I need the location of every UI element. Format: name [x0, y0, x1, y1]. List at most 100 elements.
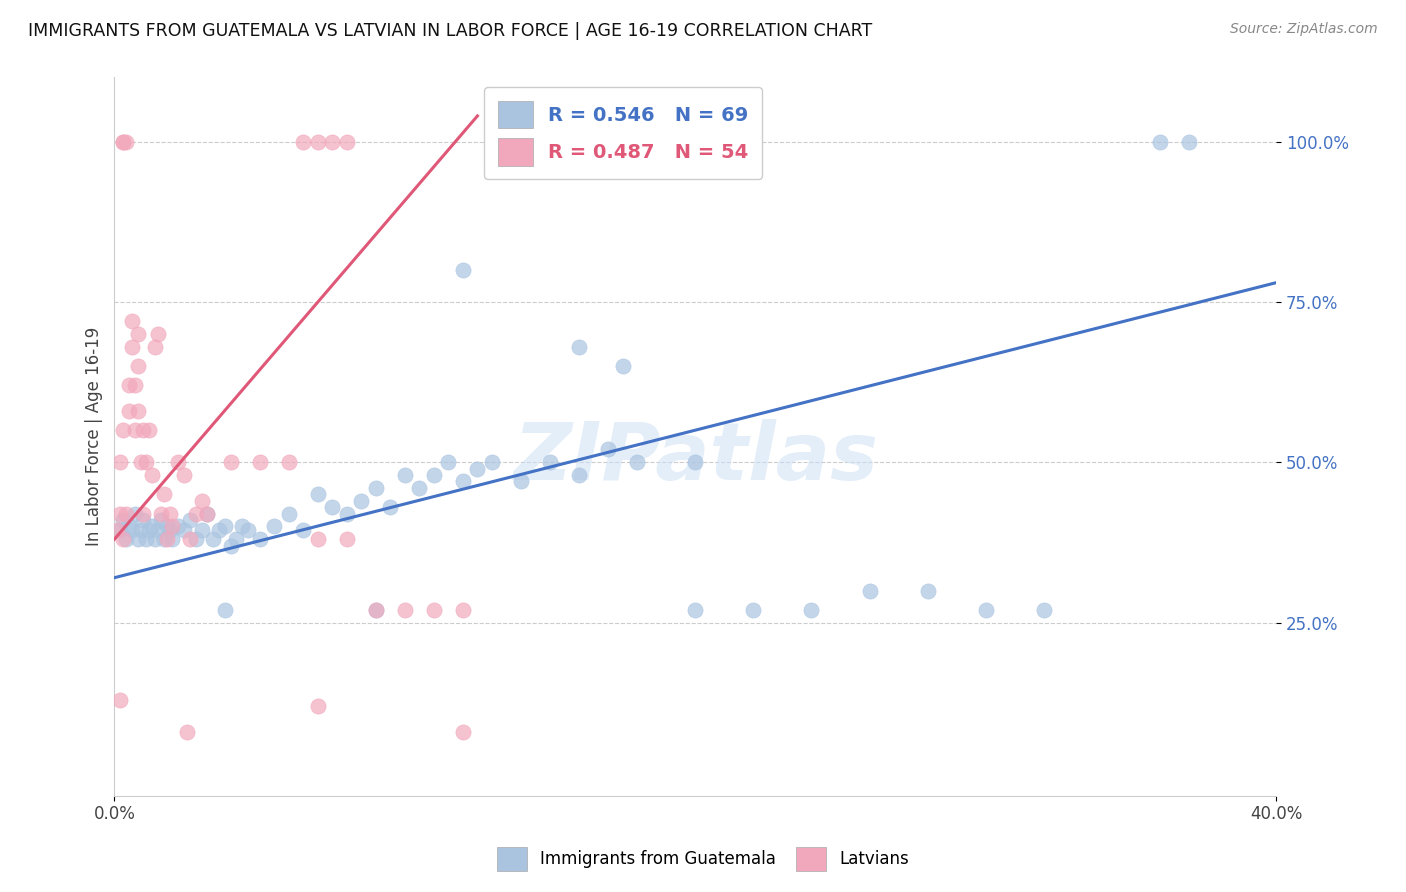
Point: [152, 487, 174, 501]
Point: [127, 533, 149, 547]
Point: [141, 468, 163, 483]
Point: [336, 533, 359, 547]
Point: [105, 523, 128, 537]
Point: [162, 533, 184, 547]
Point: [112, 135, 135, 149]
Point: [149, 507, 172, 521]
Point: [451, 475, 474, 489]
Point: [110, 692, 132, 706]
Point: [115, 135, 138, 149]
Point: [141, 519, 163, 533]
Point: [917, 583, 939, 598]
Point: [156, 519, 179, 533]
Point: [115, 507, 138, 521]
Point: [380, 500, 402, 515]
Point: [292, 135, 315, 149]
Point: [364, 603, 387, 617]
Point: [408, 481, 430, 495]
Point: [307, 135, 329, 149]
Point: [394, 603, 416, 617]
Point: [138, 523, 160, 537]
Point: [568, 340, 591, 354]
Point: [364, 603, 387, 617]
Point: [149, 513, 172, 527]
Point: [135, 533, 157, 547]
Point: [598, 442, 620, 457]
Point: [138, 423, 160, 437]
Point: [190, 523, 212, 537]
Point: [184, 533, 207, 547]
Point: [132, 423, 155, 437]
Point: [143, 340, 166, 354]
Point: [683, 455, 706, 469]
Point: [127, 326, 149, 341]
Point: [135, 455, 157, 469]
Point: [683, 603, 706, 617]
Point: [277, 455, 299, 469]
Point: [219, 455, 242, 469]
Point: [336, 507, 359, 521]
Point: [423, 468, 446, 483]
Point: [394, 468, 416, 483]
Point: [121, 340, 143, 354]
Point: [800, 603, 823, 617]
Point: [173, 523, 195, 537]
Point: [208, 523, 231, 537]
Point: [451, 263, 474, 277]
Point: [437, 455, 460, 469]
Point: [110, 507, 132, 521]
Point: [225, 533, 247, 547]
Point: [156, 533, 179, 547]
Point: [231, 519, 253, 533]
Point: [451, 603, 474, 617]
Point: [1178, 135, 1201, 149]
Point: [858, 583, 880, 598]
Point: [110, 523, 132, 537]
Point: [127, 404, 149, 418]
Point: [112, 423, 135, 437]
Point: [132, 513, 155, 527]
Point: [115, 533, 138, 547]
Point: [202, 533, 225, 547]
Point: [568, 468, 591, 483]
Point: [1149, 135, 1171, 149]
Point: [146, 326, 169, 341]
Point: [307, 698, 329, 713]
Point: [236, 523, 259, 537]
Point: [152, 533, 174, 547]
Point: [321, 135, 343, 149]
Point: [121, 314, 143, 328]
Point: [481, 455, 503, 469]
Point: [190, 493, 212, 508]
Point: [350, 493, 373, 508]
Point: [112, 135, 135, 149]
Point: [179, 513, 201, 527]
Legend: R = 0.546   N = 69, R = 0.487   N = 54: R = 0.546 N = 69, R = 0.487 N = 54: [484, 87, 762, 179]
Point: [129, 455, 152, 469]
Point: [173, 468, 195, 483]
Point: [467, 461, 489, 475]
Point: [974, 603, 997, 617]
Point: [538, 455, 561, 469]
Point: [1032, 603, 1054, 617]
Point: [214, 519, 236, 533]
Point: [195, 507, 218, 521]
Point: [124, 507, 146, 521]
Point: [612, 359, 634, 373]
Point: [110, 455, 132, 469]
Point: [118, 404, 141, 418]
Text: IMMIGRANTS FROM GUATEMALA VS LATVIAN IN LABOR FORCE | AGE 16-19 CORRELATION CHAR: IMMIGRANTS FROM GUATEMALA VS LATVIAN IN …: [28, 22, 872, 40]
Legend: Immigrants from Guatemala, Latvians: Immigrants from Guatemala, Latvians: [488, 839, 918, 880]
Point: [129, 523, 152, 537]
Point: [121, 523, 143, 537]
Point: [127, 359, 149, 373]
Point: [307, 487, 329, 501]
Text: Source: ZipAtlas.com: Source: ZipAtlas.com: [1230, 22, 1378, 37]
Point: [423, 603, 446, 617]
Point: [451, 724, 474, 739]
Point: [184, 507, 207, 521]
Point: [118, 519, 141, 533]
Point: [510, 475, 533, 489]
Point: [167, 455, 190, 469]
Point: [214, 603, 236, 617]
